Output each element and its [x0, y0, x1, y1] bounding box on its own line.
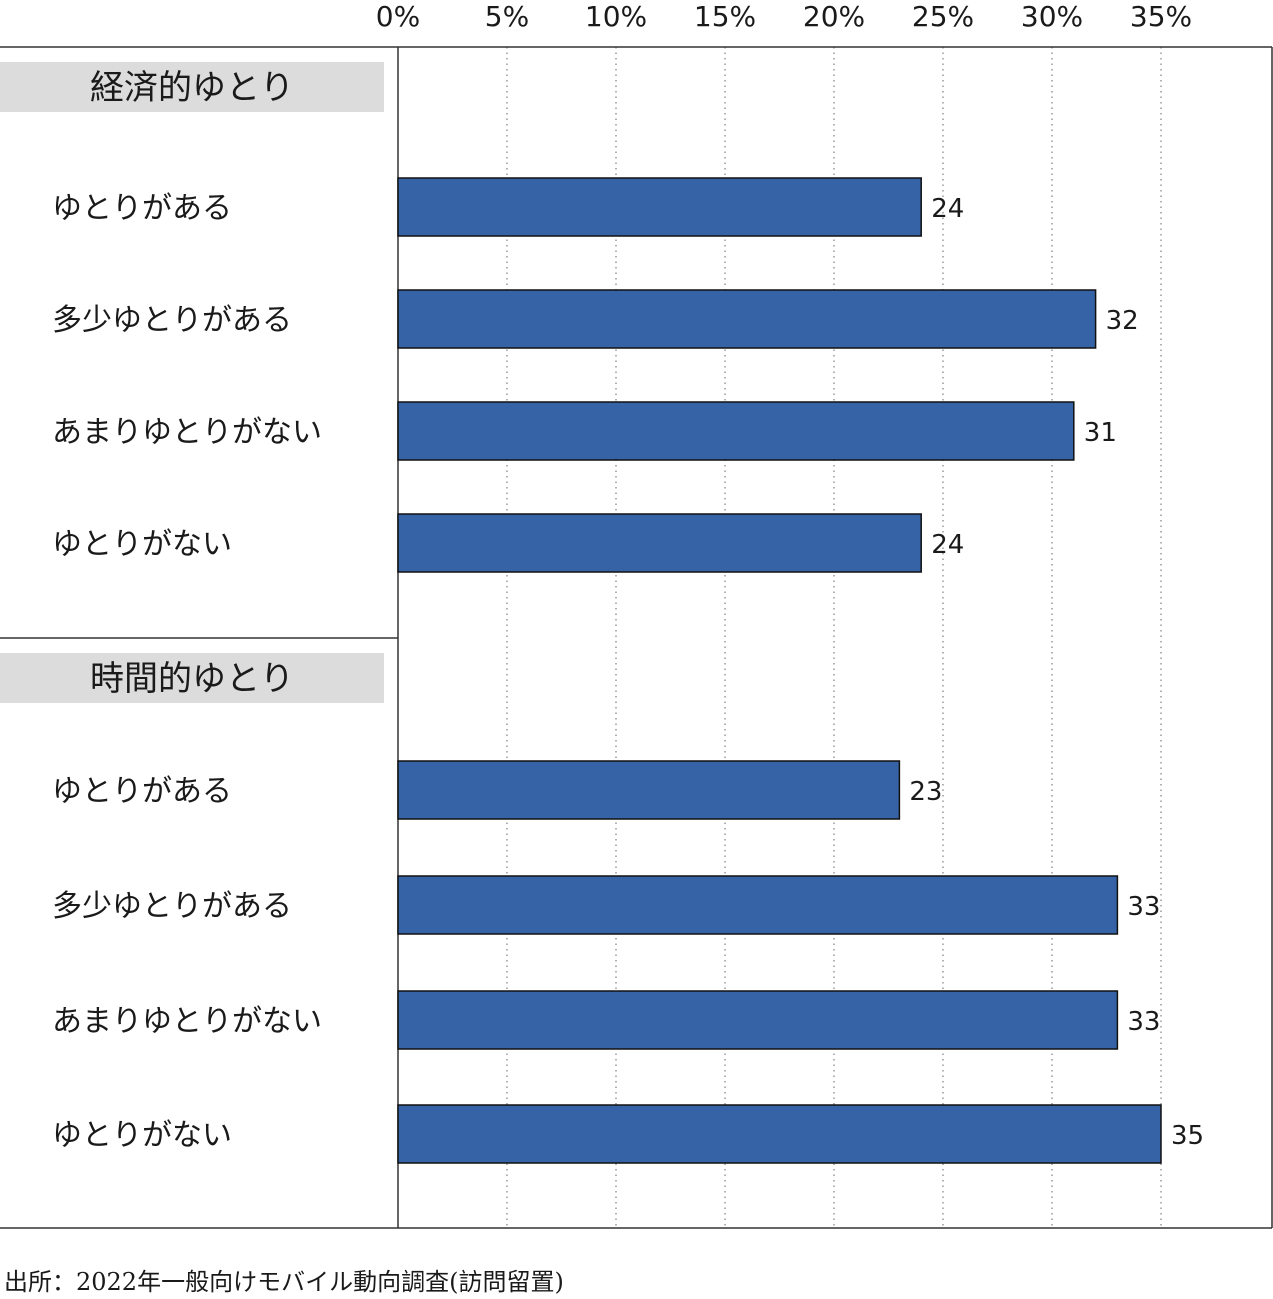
x-tick-label: 5%	[485, 0, 529, 33]
source-note: 出所：2022年一般向けモバイル動向調査(訪問留置)	[4, 1268, 564, 1296]
value-label: 24	[931, 530, 964, 560]
value-label: 23	[909, 777, 942, 807]
x-tick-label: 10%	[585, 0, 647, 33]
value-label: 33	[1127, 1007, 1160, 1037]
section-header-box	[0, 62, 384, 112]
bar	[397, 401, 1075, 461]
category-label: ゆとりがある	[52, 774, 232, 809]
bar	[397, 513, 922, 573]
value-label: 32	[1106, 306, 1139, 336]
bar	[397, 875, 1119, 935]
category-label: 多少ゆとりがある	[52, 303, 292, 338]
x-axis-ticks: 0% 5% 10% 15% 20% 25% 30% 35%	[376, 0, 1192, 33]
bar	[397, 1104, 1162, 1164]
section-title: 経済的ゆとり	[90, 68, 294, 108]
section-title: 時間的ゆとり	[90, 659, 294, 699]
value-label: 31	[1084, 418, 1117, 448]
x-tick-label: 0%	[376, 0, 420, 33]
x-tick-label: 15%	[694, 0, 756, 33]
bar	[397, 177, 922, 237]
value-label: 24	[931, 194, 964, 224]
value-label: 33	[1127, 892, 1160, 922]
value-label: 35	[1171, 1121, 1204, 1151]
x-tick-label: 20%	[803, 0, 865, 33]
x-tick-label: 30%	[1021, 0, 1083, 33]
bar	[397, 990, 1119, 1050]
category-label: あまりゆとりがない	[52, 415, 322, 450]
category-label: ゆとりがある	[52, 191, 232, 226]
x-tick-label: 35%	[1130, 0, 1192, 33]
section-header-box	[0, 653, 384, 703]
x-tick-label: 25%	[912, 0, 974, 33]
category-label: あまりゆとりがない	[52, 1004, 322, 1039]
bar	[397, 289, 1097, 349]
category-label: ゆとりがない	[52, 1118, 232, 1153]
category-label: 多少ゆとりがある	[52, 889, 292, 924]
category-label: ゆとりがない	[52, 527, 232, 562]
bar	[397, 760, 901, 820]
